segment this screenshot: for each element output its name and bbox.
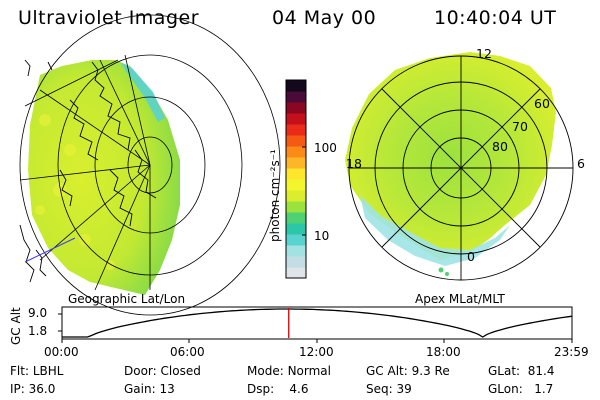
status-gain: Gain: 13 [124,382,175,396]
time-tick-0600: 06:00 [170,345,205,359]
colorbar-segment [286,135,306,147]
status-glat: GLat: 81.4 [488,364,555,378]
colorbar-tick-100: 100 [314,141,337,155]
status-seq: Seq: 39 [366,382,412,396]
status-gc-alt: GC Alt: 9.3 Re [366,364,450,378]
colorbar-segment [286,190,306,202]
colorbar-segment [286,157,306,169]
colorbar-segment [286,124,306,136]
colorbar [285,79,307,279]
geographic-emission-region [28,60,180,295]
geographic-map [19,14,281,316]
colorbar-frame [285,79,307,279]
geographic-bright-rim [120,62,165,122]
polar-map [345,52,574,281]
mlat-label-80: 80 [492,139,508,154]
time-tick-2359: 23:59 [554,345,589,359]
colorbar-segment [286,113,306,125]
time-tick-1200: 12:00 [299,345,334,359]
status-flt: Flt: LBHL [10,364,64,378]
colorbar-segment [286,212,306,224]
mlat-label-70: 70 [512,119,528,134]
altitude-strip [58,306,573,343]
colorbar-segment [286,234,306,246]
polar-spots [438,267,449,276]
colorbar-tick-10: 10 [314,229,330,243]
colorbar-segment [286,245,306,257]
altitude-curve [62,308,573,338]
altitude-tick-high: 9.0 [28,306,48,320]
date-label: 04 May 00 [272,7,377,29]
status-dsp: Dsp: 4.6 [247,382,309,396]
mlt-label-0: 0 [467,249,475,264]
time-tick-0000: 00:00 [44,345,79,359]
status-mode: Mode: Normal [247,364,331,378]
polar-grid [348,55,574,281]
colorbar-segment [286,179,306,191]
status-glon: GLon: 1.7 [488,382,554,396]
mlt-label-6: 6 [577,156,585,171]
colorbar-segment [286,223,306,235]
time-tick-1800: 18:00 [426,345,461,359]
colorbar-segment [286,168,306,180]
colorbar-segment [286,91,306,103]
polar-cyan-fringe [360,195,510,266]
latlon-grid [19,14,281,316]
colorbar-segment [286,80,306,92]
colorbar-segment [286,102,306,114]
status-door: Door: Closed [124,364,201,378]
altitude-axis-label: GC Alt [9,307,23,345]
status-ip: IP: 36.0 [10,382,56,396]
instrument-title: Ultraviolet Imager [18,7,200,29]
emission-speckle [35,114,115,270]
mlt-label-12: 12 [476,46,492,61]
mlt-label-18: 18 [346,156,362,171]
colorbar-segment [286,256,306,268]
mlat-label-60: 60 [534,96,550,111]
time-label: 10:40:04 UT [434,7,557,29]
coastlines [19,59,157,283]
right-panel-caption: Apex MLat/MLT [415,292,505,306]
left-panel-caption: Geographic Lat/Lon [68,292,186,306]
colorbar-unit-label: photon cm⁻²s⁻¹ [268,149,282,242]
colorbar-segment [286,146,306,158]
colorbar-segment [286,267,306,279]
colorbar-segment [286,201,306,213]
altitude-tick-low: 1.8 [28,324,48,338]
